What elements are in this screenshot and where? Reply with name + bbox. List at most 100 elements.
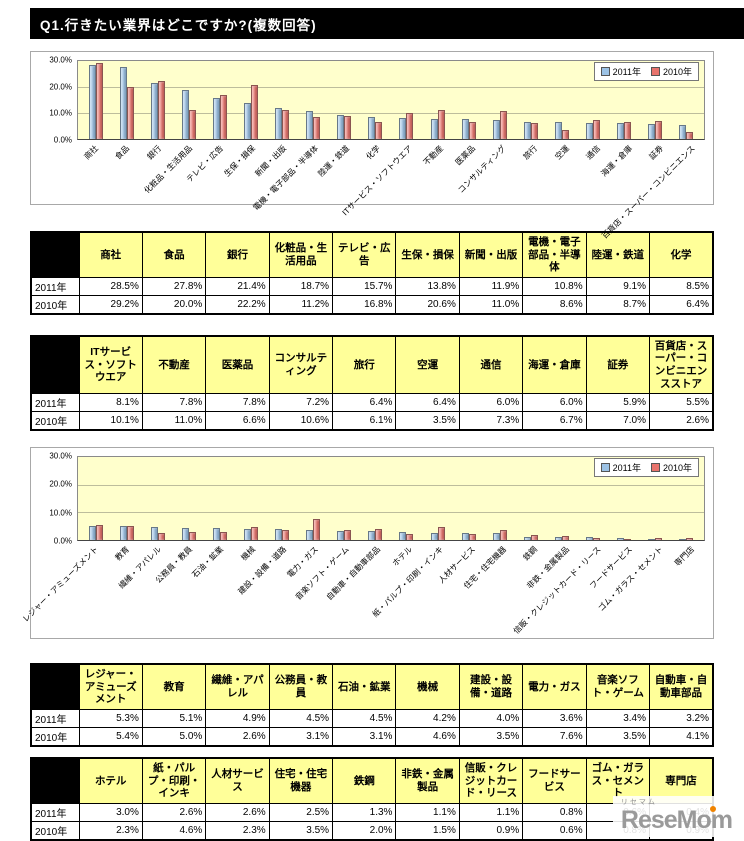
bar-2011年-紙・パルプ・印刷・インキ	[430, 532, 438, 541]
value-cell: 22.2%	[205, 294, 270, 315]
gridline-10pct	[78, 512, 704, 514]
bar-group	[515, 457, 546, 541]
table-corner-cell	[30, 231, 80, 278]
column-header: 不動産	[141, 335, 207, 395]
row-label: 2011年	[30, 276, 80, 296]
bar-2011年-音楽ソフト・ゲーム	[337, 530, 345, 541]
column-header: 繊維・アパレル	[205, 663, 270, 710]
x-label-slot: 百貨店・スーパー・コンビニエンス	[600, 140, 705, 241]
value-cell: 4.1%	[649, 726, 714, 747]
column-header: ホテル	[78, 757, 143, 804]
bar-group	[235, 457, 266, 541]
value-cell: 1.1%	[458, 802, 524, 822]
bar-2011年-電機・電子部品・半導体	[306, 110, 314, 139]
bar-2010年-機械	[251, 527, 259, 541]
bar-2011年-テレビ・広告	[212, 98, 220, 139]
y-axis-tick: 10.0%	[49, 508, 72, 518]
column-header: 百貨店・スーパー・コンビニエンスストア	[649, 335, 714, 395]
value-cell: 6.1%	[332, 411, 397, 431]
bar-group	[578, 61, 609, 139]
value-cell: 0.6%	[522, 820, 587, 841]
value-cell: 7.8%	[141, 393, 207, 413]
column-header: 電機・電子部品・半導体	[522, 231, 587, 278]
bar-2011年-信販・クレジットカード・リース	[586, 537, 594, 541]
table-corner-cell	[30, 335, 80, 395]
x-label-slot: ゴム・ガラス・セメント	[597, 541, 673, 636]
value-cell: 20.0%	[141, 294, 207, 315]
x-axis-label: 食品	[113, 143, 132, 162]
bar-2010年-石油・鉱業	[219, 531, 227, 541]
value-cell: 3.6%	[522, 708, 587, 728]
x-label-slot: 石油・鉱業	[191, 541, 234, 636]
x-axis-label: 証券	[647, 143, 666, 162]
y-axis: 30.0% 20.0% 10.0% 0.0%	[39, 56, 77, 145]
bar-2010年-専門店	[686, 537, 694, 541]
x-axis-labels: 商社 食品 銀行 化粧品・生活用品 テレビ・広告 生保・損保 新聞・出版 電機・電子部品・半導…	[77, 140, 705, 241]
bar-2011年-電力・ガス	[306, 530, 314, 541]
table-row: 2010年 10.1% 11.0% 6.6% 10.6% 6.1% 3.5% 7.3% 6.7%…	[30, 411, 714, 431]
bar-2010年-レジャー・アミューズメント	[95, 525, 103, 541]
bar-group	[329, 61, 360, 139]
gridline-10pct	[78, 113, 704, 114]
bar-2010年-証券	[655, 120, 663, 139]
value-cell: 2.3%	[205, 820, 270, 841]
bar-group	[298, 61, 329, 139]
value-cell: 6.4%	[649, 294, 714, 315]
column-header: 証券	[585, 335, 651, 395]
value-cell: 1.3%	[332, 802, 397, 822]
x-axis-label: 専門店	[673, 544, 697, 569]
bar-2011年-証券	[648, 123, 656, 139]
x-axis-labels: レジャー・アミューズメント 教育 繊維・アパレル 公務員・教員 石油・鉱業 機械 建設・設備…	[21, 541, 705, 636]
bars-container	[78, 61, 704, 139]
bar-2011年-繊維・アパレル	[150, 526, 158, 541]
page-title: Q1.行きたい業界はどこですか?(複数回答)	[40, 18, 317, 33]
bar-2010年-公務員・教員	[188, 531, 196, 541]
column-header: フードサービス	[522, 757, 587, 804]
column-header: 信販・クレジットカード・リース	[458, 757, 524, 804]
bar-2011年-鉄鋼	[523, 536, 531, 541]
value-cell: 1.5%	[395, 820, 460, 841]
bar-2011年-レジャー・アミューズメント	[88, 525, 96, 541]
value-cell: 15.7%	[332, 276, 397, 296]
bar-group	[298, 457, 329, 541]
legend-swatch-2011-icon	[600, 463, 610, 473]
x-label-slot: 専門店	[673, 541, 705, 636]
column-header: レジャー・アミューズメント	[78, 663, 143, 710]
bar-group	[484, 457, 515, 541]
column-header: 旅行	[332, 335, 397, 395]
column-header: 紙・パルプ・印刷・インキ	[141, 757, 207, 804]
table-row: 2011年 8.1% 7.8% 7.8% 7.2% 6.4% 6.4% 6.0% 6.0% 5.9…	[30, 393, 714, 413]
bar-2010年-ホテル	[406, 533, 414, 541]
column-header: コンサルティング	[268, 335, 334, 395]
legend-label-2010: 2010年	[662, 463, 692, 474]
x-axis-label: 機械	[239, 544, 257, 563]
y-axis-tick: 30.0%	[49, 55, 72, 65]
bar-group	[80, 457, 111, 541]
bar-group	[235, 61, 266, 139]
value-cell: 2.6%	[649, 411, 714, 431]
bar-2010年-紙・パルプ・印刷・インキ	[437, 527, 445, 541]
table-row: 2011年 5.3% 5.1% 4.9% 4.5% 4.5% 4.2% 4.0% 3.6% 3.4…	[30, 708, 714, 728]
bar-2010年-医薬品	[468, 121, 476, 139]
bar-2011年-生保・損保	[244, 103, 252, 139]
bar-2010年-生保・損保	[251, 85, 259, 139]
bar-2010年-繊維・アパレル	[157, 532, 165, 541]
bar-2010年-建設・設備・道路	[282, 530, 290, 541]
bar-group	[671, 457, 702, 541]
x-label-slot: 海運・倉庫	[599, 140, 642, 202]
value-cell: 1.1%	[395, 802, 460, 822]
x-axis-area: 商社 食品 銀行 化粧品・生活用品 テレビ・広告 生保・損保 新聞・出版 電機・電子部品・半導…	[39, 140, 705, 241]
column-header: 空運	[395, 335, 460, 395]
bar-2011年-フードサービス	[617, 537, 625, 541]
bar-group	[546, 61, 577, 139]
bar-2011年-百貨店・スーパー・コンビニエンス	[679, 124, 687, 139]
table-rank-31-40: ホテル 紙・パルプ・印刷・インキ 人材サービス 住宅・住宅機器 鉄鋼 非鉄・金属製品 信販・…	[30, 756, 714, 841]
row-label: 2011年	[30, 393, 80, 413]
question-title-bar: Q1.行きたい業界はどこですか?(複数回答)	[30, 8, 744, 39]
value-cell: 2.0%	[332, 820, 397, 841]
bar-2011年-陸運・鉄道	[337, 115, 345, 139]
value-cell: 4.5%	[268, 708, 334, 728]
value-cell: 0.8%	[522, 802, 587, 822]
bar-group	[546, 457, 577, 541]
value-cell: 7.6%	[522, 726, 587, 747]
